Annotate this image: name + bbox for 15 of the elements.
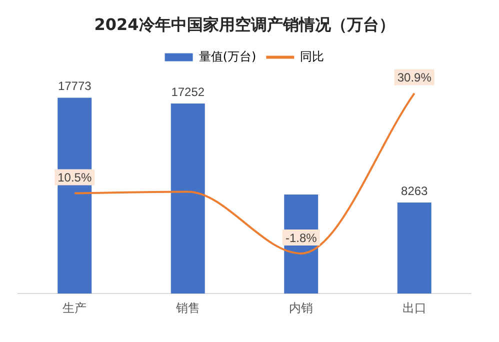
x-tick-label: 出口 [402, 300, 426, 315]
data-label: 8263 [401, 184, 428, 198]
legend-label: 量值(万台) [198, 49, 256, 64]
legend-label: 同比 [300, 49, 324, 64]
x-tick-label: 销售 [174, 300, 200, 315]
data-label: 10.5% [58, 170, 92, 185]
x-tick-label: 生产 [62, 300, 87, 315]
data-label: -1.8% [285, 230, 318, 245]
chart-title: 2024冷年中国家用空调产销情况（万台） [94, 14, 395, 34]
bar [170, 103, 205, 294]
data-label: 17252 [171, 84, 205, 99]
data-label: 30.9% [397, 70, 432, 85]
bar [397, 202, 432, 294]
x-tick-label: 内销 [289, 300, 314, 315]
data-label: 17773 [58, 79, 92, 94]
